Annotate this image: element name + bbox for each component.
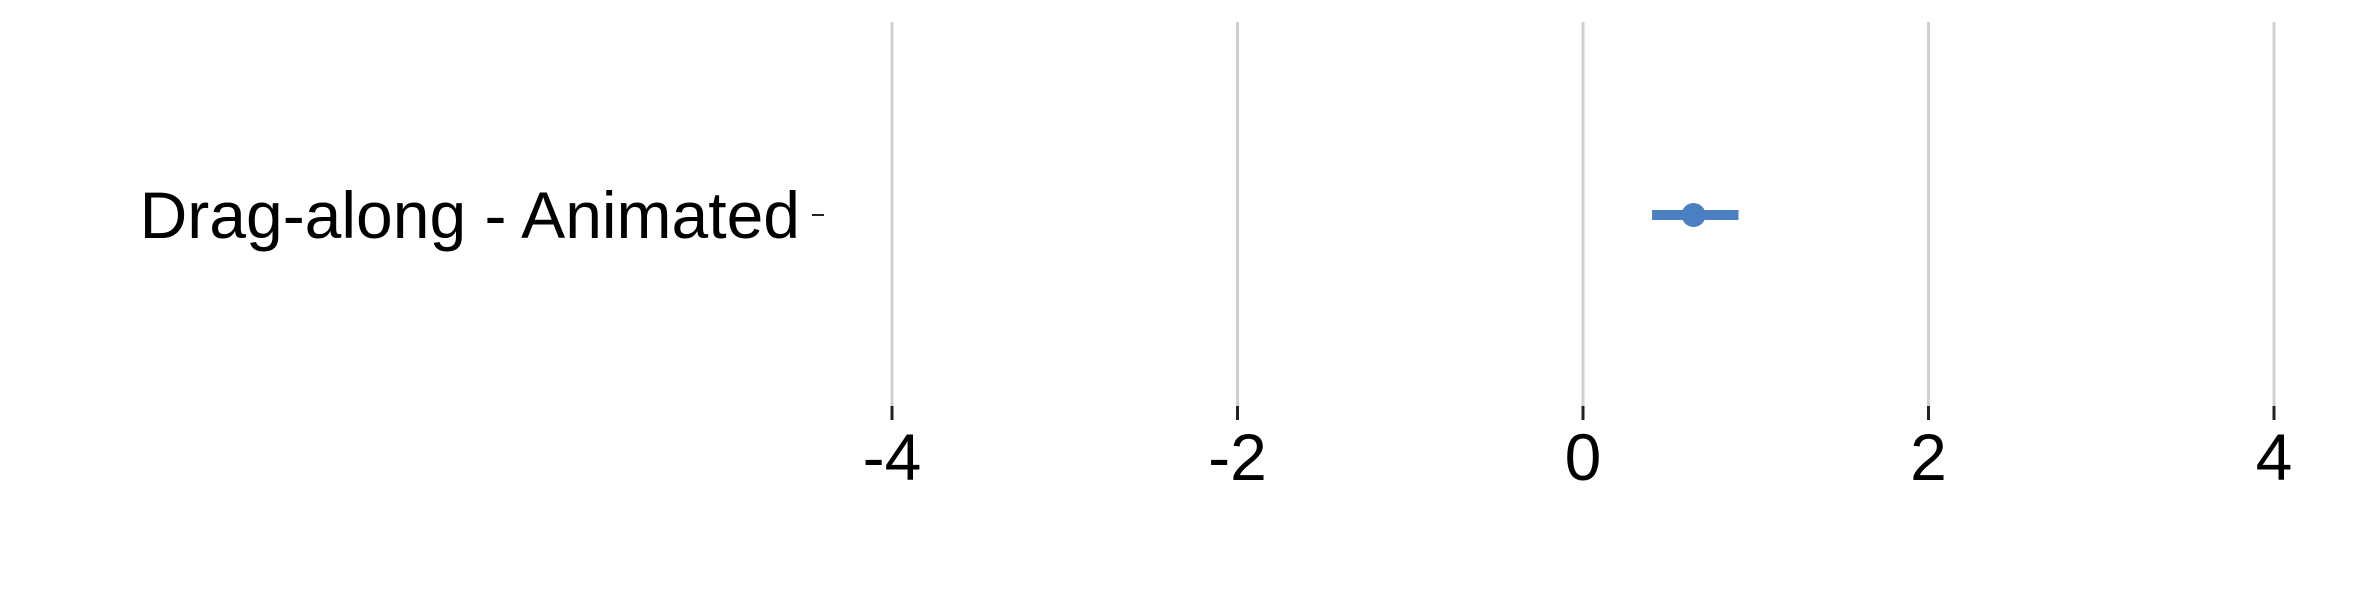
row-label-0: Drag-along - Animated <box>140 178 800 252</box>
point-estimate-0 <box>1681 203 1706 227</box>
rows-layer: Drag-along - Animated <box>140 178 1739 252</box>
x-axis: -4 -2 0 2 4 <box>863 406 2293 494</box>
x-tick-label-0: -4 <box>863 420 922 494</box>
x-tick-label-4: 4 <box>2256 420 2293 494</box>
x-tick-label-1: -2 <box>1208 420 1267 494</box>
grid-layer <box>890 22 2276 410</box>
x-tick-label-2: 0 <box>1565 420 1602 494</box>
x-tick-label-3: 2 <box>1910 420 1947 494</box>
